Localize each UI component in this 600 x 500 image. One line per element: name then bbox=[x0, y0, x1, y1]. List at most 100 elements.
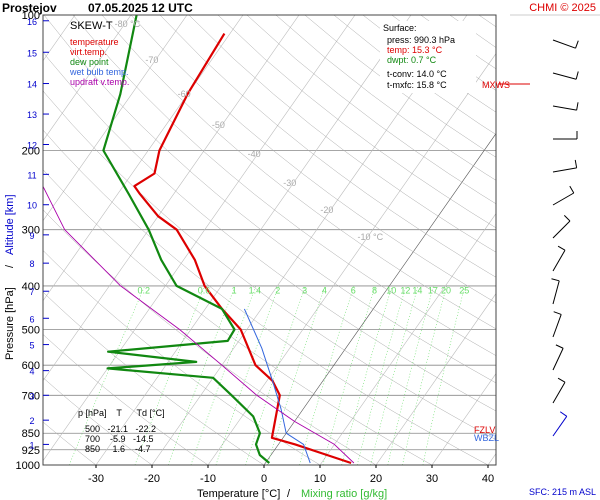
wbzl-marker: WBZL bbox=[474, 433, 499, 443]
altitude-tick-label: 13 bbox=[27, 110, 37, 120]
surface-info: Surface: press: 990.3 hPa temp: 15.3 °C … bbox=[380, 21, 476, 93]
wind-barb-flag bbox=[569, 185, 575, 194]
x-tick-label: -30 bbox=[88, 473, 104, 485]
isotherm-line bbox=[431, 373, 496, 465]
mixing-ratio-label: 20 bbox=[441, 285, 451, 295]
x-tick-label: -10 bbox=[200, 473, 216, 485]
altitude-tick-label: 3 bbox=[29, 391, 34, 401]
mixing-ratio-label: 4 bbox=[322, 285, 327, 295]
surface-tconv: t-conv: 14.0 °C bbox=[387, 69, 447, 79]
mixing-ratio-line bbox=[68, 285, 146, 465]
pressure-tick-label: 1000 bbox=[16, 460, 40, 472]
legend-wet-bulb: wet bulb temp. bbox=[69, 67, 129, 77]
dry-adiabat bbox=[159, 15, 496, 278]
dry-adiabat bbox=[43, 421, 97, 465]
mixing-ratio-line bbox=[245, 285, 306, 465]
wind-barb bbox=[552, 249, 566, 272]
wind-barb bbox=[552, 280, 560, 305]
isotherm-line bbox=[43, 15, 188, 222]
legend-updraft: updraft v.temp. bbox=[70, 77, 129, 87]
mixing-ratio-label: 2 bbox=[275, 285, 280, 295]
altitude-tick-label: 4 bbox=[29, 367, 34, 377]
levels-table-row: 850 1.6 -4.7 bbox=[85, 444, 151, 454]
isotherm-line bbox=[319, 213, 496, 465]
series-temperature bbox=[133, 33, 352, 465]
altitude-tick-label: 2 bbox=[29, 416, 34, 426]
altitude-tick-label: 11 bbox=[27, 170, 36, 180]
isotherm-label: -70 bbox=[145, 55, 158, 65]
surface-dewpoint: dwpt: 0.7 °C bbox=[387, 55, 437, 65]
mixing-ratio-label: 6 bbox=[351, 285, 356, 295]
wind-barb bbox=[552, 416, 568, 437]
wind-barb-flag bbox=[551, 278, 560, 282]
mixing-ratio-line bbox=[370, 285, 419, 465]
altitude-tick-label: 9 bbox=[29, 231, 34, 241]
y-axis-separator: / bbox=[4, 264, 16, 268]
levels-table-row: 500 -21.1 -22.2 bbox=[85, 424, 156, 434]
wind-barb-flag bbox=[557, 377, 566, 383]
dry-adiabat bbox=[246, 15, 496, 205]
dry-adiabat bbox=[43, 169, 433, 465]
plot-frame bbox=[42, 14, 497, 466]
isotherm-line bbox=[43, 15, 356, 462]
wind-barb-flag bbox=[575, 71, 579, 80]
surface-tmxfc: t-mxfc: 15.8 °C bbox=[387, 80, 447, 90]
dry-adiabat bbox=[43, 291, 265, 465]
isotherm-line bbox=[375, 293, 496, 465]
altitude-tick-label: 1 bbox=[29, 440, 34, 450]
wind-barb-flag bbox=[563, 215, 571, 222]
sfc-altitude: SFC: 215 m ASL bbox=[529, 487, 596, 497]
dry-adiabat bbox=[101, 15, 496, 330]
station-name: Prostejov bbox=[2, 1, 57, 15]
mixing-ratio-line bbox=[299, 285, 355, 465]
mixing-ratio-label: 0.2 bbox=[137, 285, 150, 295]
mixing-ratio-label: 10 bbox=[386, 285, 396, 295]
legend-virt-temp: virt.temp. bbox=[70, 47, 107, 57]
credit-label: CHMI © 2025 bbox=[529, 2, 596, 14]
isotherm-label: -40 bbox=[248, 149, 261, 159]
pressure-tick-label: 850 bbox=[22, 428, 40, 440]
wind-barb-flag bbox=[553, 311, 562, 315]
mixing-ratio-line bbox=[341, 285, 393, 465]
isotherm-label: -30 bbox=[283, 178, 296, 188]
dry-adiabat bbox=[43, 129, 489, 465]
legend: SKEW-T temperature virt.temp. dew point … bbox=[69, 20, 129, 87]
dry-adiabat bbox=[43, 377, 153, 465]
legend-temperature: temperature bbox=[70, 37, 119, 47]
x-tick-label: -20 bbox=[144, 473, 160, 485]
mixing-ratio-line bbox=[356, 285, 407, 465]
levels-table: p [hPa] T Td [°C] 500 -21.1 -22.2 700 -5… bbox=[78, 408, 165, 454]
pressure-tick-label: 200 bbox=[22, 145, 40, 157]
surface-pressure: press: 990.3 hPa bbox=[387, 35, 455, 45]
altitude-tick-label: 7 bbox=[29, 287, 34, 297]
wind-barb-flag bbox=[576, 102, 579, 111]
y-axis-title: Pressure [hPa] bbox=[4, 287, 16, 360]
x-tick-label: 30 bbox=[426, 473, 438, 485]
mxws-marker: MXWS bbox=[482, 80, 510, 90]
surface-title: Surface: bbox=[383, 23, 417, 33]
dry-adiabat bbox=[217, 15, 496, 229]
mixing-ratio-label: 8 bbox=[372, 285, 377, 295]
wind-barb bbox=[552, 314, 562, 338]
isotherm-label: -50 bbox=[212, 120, 225, 130]
wind-barb-flag bbox=[555, 344, 564, 349]
wind-barb bbox=[552, 167, 577, 173]
isotherm-label: -80 °C bbox=[115, 19, 141, 29]
dry-adiabat bbox=[43, 15, 496, 384]
surface-temperature: temp: 15.3 °C bbox=[387, 45, 443, 55]
mixing-ratio-label: 3 bbox=[302, 285, 307, 295]
pressure-tick-label: 700 bbox=[22, 390, 40, 402]
fzlv-marker: FZLV bbox=[474, 425, 495, 435]
pressure-tick-label: 925 bbox=[22, 445, 40, 457]
wind-barb-flag bbox=[559, 411, 568, 417]
y-axis-secondary-title: Altitude [km] bbox=[4, 194, 16, 255]
isotherm-label: -20 bbox=[320, 205, 333, 215]
mixing-ratio-label: 0.6 bbox=[198, 285, 211, 295]
pressure-tick-label: 300 bbox=[22, 225, 40, 237]
dry-adiabat bbox=[43, 51, 496, 412]
wind-barb-flag bbox=[557, 245, 566, 251]
altitude-tick-label: 5 bbox=[29, 341, 34, 351]
x-axis-separator: / bbox=[287, 488, 291, 500]
mixing-ratio-line bbox=[322, 285, 376, 465]
x-axis-title: Temperature [°C] bbox=[197, 488, 280, 500]
